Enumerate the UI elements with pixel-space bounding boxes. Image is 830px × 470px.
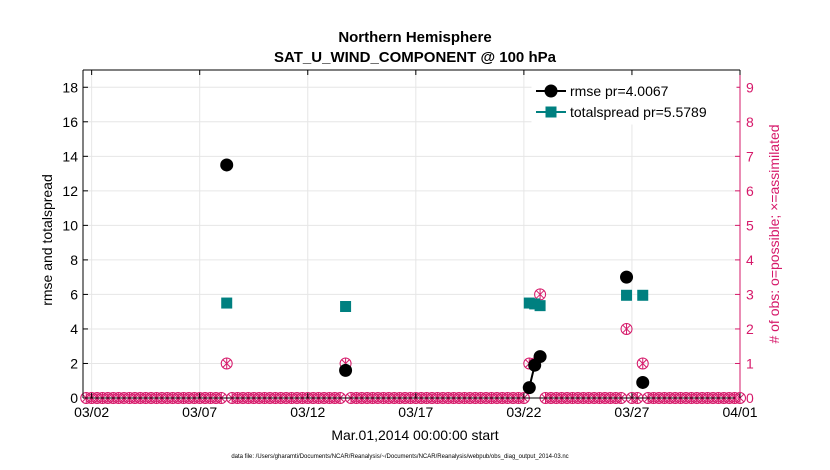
y2-tick-label: 2 [746, 321, 754, 337]
y2-tick-label: 7 [746, 148, 754, 164]
plot-area [83, 70, 740, 398]
totalspread-point [534, 300, 546, 312]
y-tick-label: 8 [70, 252, 78, 268]
y2-tick-label: 6 [746, 183, 754, 199]
y-tick-label: 18 [62, 79, 78, 95]
rmse-point [220, 158, 234, 172]
x-tick-label: 03/27 [614, 404, 649, 420]
y2-tick-label: 4 [746, 252, 754, 268]
rmse-point [636, 375, 650, 389]
totalspread-point [340, 301, 352, 313]
y-tick-label: 4 [70, 321, 78, 337]
x-tick-label: 03/22 [506, 404, 541, 420]
legend: rmse pr=4.0067 totalspread pr=5.5789 [531, 76, 737, 125]
y-tick-label: 12 [62, 183, 78, 199]
x-tick-label: 04/01 [722, 404, 757, 420]
legend-totalspread-marker [545, 106, 557, 118]
legend-rmse-marker [544, 84, 558, 98]
y2-tick-label: 1 [746, 355, 754, 371]
x-tick-label: 03/07 [182, 404, 217, 420]
x-tick-label: 03/02 [74, 404, 109, 420]
y-tick-label: 0 [70, 390, 78, 406]
rmse-point [339, 363, 353, 377]
y2-tick-label: 3 [746, 286, 754, 302]
totalspread-point [637, 289, 649, 301]
x-tick-label: 03/12 [290, 404, 325, 420]
y-tick-label: 6 [70, 286, 78, 302]
y-tick-label: 10 [62, 217, 78, 233]
y-tick-label: 16 [62, 114, 78, 130]
plot-background [83, 70, 740, 398]
legend-totalspread-label: totalspread pr=5.5789 [570, 104, 707, 120]
obs-count-marker [620, 322, 633, 335]
y2-tick-label: 9 [746, 79, 754, 95]
data-series [220, 158, 650, 395]
y-tick-label: 14 [62, 148, 78, 164]
chart-title: Northern Hemisphere [338, 29, 491, 46]
y-axis-label: rmse and totalspread [39, 174, 55, 306]
rmse-point [533, 350, 547, 364]
totalspread-point [221, 297, 233, 309]
y2-tick-label: 5 [746, 217, 754, 233]
legend-rmse-label: rmse pr=4.0067 [570, 83, 669, 99]
chart-subtitle: SAT_U_WIND_COMPONENT @ 100 hPa [274, 49, 557, 66]
x-tick-label: 03/17 [398, 404, 433, 420]
y2-tick-label: 0 [746, 390, 754, 406]
y-tick-label: 2 [70, 355, 78, 371]
totalspread-point [621, 289, 633, 301]
x-axis-label: Mar.01,2014 00:00:00 start [331, 427, 498, 443]
y2-axis-label: # of obs: o=possible; ×=assimilated [766, 124, 782, 343]
obs-count-marker [636, 357, 649, 370]
y2-tick-label: 8 [746, 114, 754, 130]
obs-count-marker [220, 357, 233, 370]
legend-box [531, 76, 737, 125]
rmse-point [620, 270, 634, 284]
rmse-point [522, 381, 536, 395]
data-file-footnote: data file: /Users/gharamti/Documents/NCA… [231, 454, 568, 460]
